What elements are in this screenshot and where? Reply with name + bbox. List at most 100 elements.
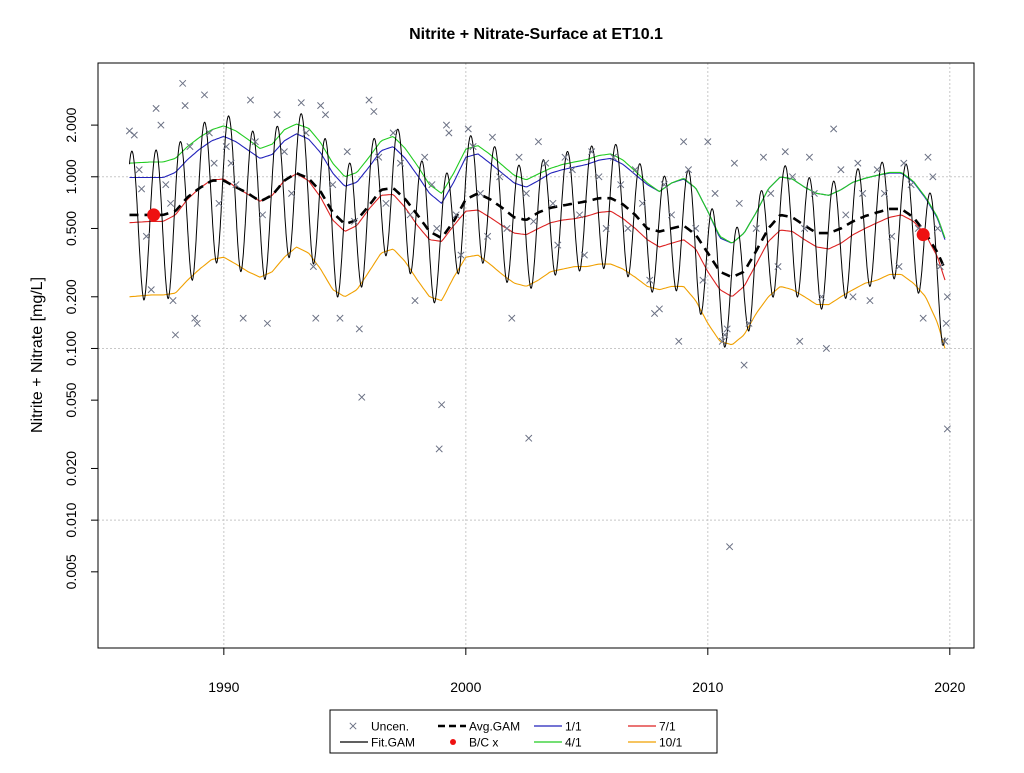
uncen-point	[321, 111, 330, 119]
uncen-point	[699, 276, 707, 284]
uncen-point	[943, 425, 951, 433]
uncen-point	[588, 148, 596, 156]
uncen-point	[542, 159, 550, 167]
uncen-point	[263, 319, 271, 327]
uncen-point	[595, 173, 603, 181]
uncen-point	[936, 262, 944, 271]
uncen-point	[406, 211, 414, 219]
x-axis: 1990 2000 2010 2020	[208, 648, 966, 695]
legend-box	[329, 709, 718, 754]
plot-frame	[97, 62, 975, 649]
uncen-point	[830, 125, 838, 133]
uncen-point	[655, 305, 663, 313]
uncen-point	[288, 189, 296, 197]
uncen-point	[258, 211, 267, 219]
uncen-point	[801, 224, 809, 233]
uncen-point	[767, 189, 775, 197]
uncen-point	[810, 189, 818, 197]
y-tick-label: 0.050	[63, 382, 79, 417]
uncen-point	[721, 331, 729, 339]
y-tick-label: 1.000	[63, 159, 79, 194]
uncen-point	[866, 297, 874, 305]
uncen-point	[515, 153, 523, 161]
uncen-point	[837, 166, 845, 174]
uncen-point	[854, 159, 862, 167]
uncen-point	[934, 224, 942, 233]
legend-swatch-uncen	[349, 722, 357, 730]
bc-point	[916, 228, 930, 242]
uncen-point	[476, 189, 484, 197]
uncen-point	[919, 314, 927, 322]
uncen-point	[215, 199, 223, 207]
uncen-point	[530, 217, 538, 225]
uncen-point	[179, 79, 187, 87]
uncen-point	[280, 148, 288, 156]
bc-points	[147, 208, 930, 242]
uncen-point	[438, 401, 446, 409]
legend-label: Uncen.	[371, 720, 409, 734]
uncen-point	[568, 166, 576, 174]
uncen-point	[602, 224, 610, 233]
uncen-point	[396, 159, 405, 167]
uncen-point	[880, 189, 889, 197]
uncen-point	[227, 159, 235, 167]
uncen-point	[859, 189, 867, 197]
uncen-point	[302, 129, 310, 137]
y-tick-label: 0.010	[63, 502, 79, 537]
uncen-point	[142, 232, 150, 240]
uncen-point	[205, 129, 213, 137]
uncen-point	[680, 138, 688, 146]
uncen-point	[365, 96, 373, 104]
series-4-1-line	[129, 123, 946, 244]
uncen-point	[609, 153, 617, 161]
uncen-point	[152, 104, 160, 113]
uncen-point	[781, 148, 789, 156]
uncen-point	[711, 189, 719, 197]
uncen-point	[508, 314, 516, 322]
uncen-point	[457, 251, 465, 259]
uncen-point	[297, 99, 305, 107]
avg-gam-path	[129, 171, 947, 279]
uncen-point	[692, 224, 700, 233]
series-4-1	[129, 123, 946, 244]
uncen-point	[191, 314, 199, 322]
uncen-point	[796, 337, 804, 345]
uncen-point	[805, 153, 814, 161]
uncen-point	[842, 211, 850, 219]
uncen-point	[343, 148, 351, 156]
uncen-point	[888, 232, 896, 240]
uncen-point	[222, 142, 230, 151]
uncen-point	[900, 159, 908, 167]
x-tick-label: 2010	[692, 679, 723, 695]
uncen-point	[167, 199, 175, 207]
legend-label: Fit.GAM	[371, 736, 415, 750]
uncen-point	[660, 181, 668, 189]
uncen-point	[554, 241, 562, 249]
fit-gam-line	[129, 113, 946, 348]
uncen-point	[561, 153, 569, 161]
uncen-point	[162, 181, 170, 189]
uncen-point	[135, 166, 143, 174]
uncen-point	[817, 293, 826, 301]
uncen-point	[549, 199, 557, 207]
uncen-point	[329, 181, 337, 189]
uncen-point	[428, 181, 436, 189]
uncen-point	[730, 159, 738, 167]
legend-label: B/C x	[469, 736, 498, 750]
uncen-point	[774, 262, 782, 271]
y-tick-label: 2.000	[63, 107, 79, 142]
uncen-point	[943, 293, 951, 301]
uncen-point	[421, 153, 429, 161]
fit-gam-path	[129, 113, 946, 348]
series-10-1-line	[129, 246, 946, 349]
uncen-point	[941, 337, 949, 345]
grid-lines	[98, 63, 974, 648]
uncen-point	[210, 159, 218, 167]
uncen-point	[138, 185, 146, 193]
uncen-point	[631, 166, 639, 174]
uncen-point	[312, 314, 320, 322]
uncen-point	[895, 262, 903, 271]
legend-swatch-bc	[450, 739, 456, 745]
y-tick-label: 0.200	[63, 279, 79, 314]
